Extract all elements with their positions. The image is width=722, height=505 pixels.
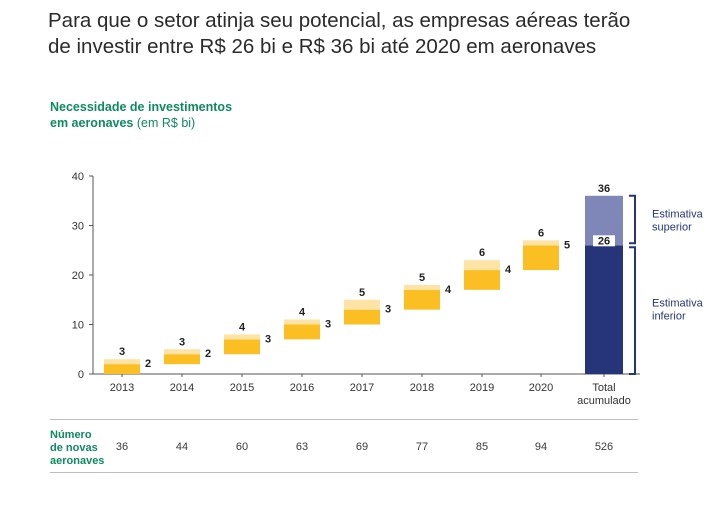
headline-line-2: de investir entre R$ 26 bi e R$ 36 bi at… bbox=[48, 35, 597, 58]
x-tick-label-2016: 2016 bbox=[290, 382, 314, 394]
x-tick-label-2020: 2020 bbox=[529, 382, 553, 394]
bar-lower-2020 bbox=[523, 245, 559, 271]
y-tick-label: 20 bbox=[72, 270, 84, 282]
bar-upper-2014 bbox=[164, 349, 200, 355]
bar-lower-2014 bbox=[164, 354, 200, 365]
label-lower-2020: 5 bbox=[564, 239, 570, 251]
total-inferior-label: 26 bbox=[598, 235, 610, 247]
annotation-superior-line-2: superior bbox=[652, 222, 692, 234]
chart-subtitle: Necessidade de investimentos em aeronave… bbox=[50, 99, 310, 131]
label-upper-2015: 4 bbox=[239, 321, 246, 333]
bar-lower-2017 bbox=[344, 309, 380, 325]
bracket-inferior bbox=[629, 246, 636, 375]
total-bar-inferior bbox=[585, 245, 623, 374]
subtitle-line-1: Necessidade de investimentos bbox=[50, 100, 233, 114]
aircraft-count-value: 63 bbox=[295, 441, 309, 453]
label-upper-2020: 6 bbox=[538, 227, 544, 239]
bar-upper-2020 bbox=[523, 240, 559, 246]
label-lower-2019: 4 bbox=[505, 264, 512, 276]
headline-line-1: Para que o setor atinja seu potencial, a… bbox=[48, 9, 631, 32]
bar-upper-2019 bbox=[464, 260, 500, 271]
bracket-superior bbox=[629, 194, 636, 245]
label-upper-2017: 5 bbox=[359, 287, 365, 299]
aircraft-count-value: 77 bbox=[415, 441, 429, 453]
y-tick-label: 0 bbox=[78, 369, 84, 381]
label-upper-2013: 3 bbox=[119, 346, 125, 358]
total-label-line-2: acumulado bbox=[577, 395, 631, 407]
bar-lower-2013 bbox=[104, 364, 140, 374]
label-lower-2015: 3 bbox=[265, 333, 271, 345]
label-lower-2017: 3 bbox=[385, 304, 391, 316]
label-lower-2013: 2 bbox=[145, 358, 151, 370]
aircraft-count-value: 69 bbox=[355, 441, 369, 453]
subtitle-line-2: em aeronaves bbox=[50, 116, 134, 130]
bar-lower-2019 bbox=[464, 270, 500, 290]
aircraft-row-label-line-2: de novas bbox=[50, 442, 98, 454]
investment-chart: 0 10 20 30 40 3 2 2013 3 2 2014 4 3 2015 4 3 2016 5 3 2017 5… bbox=[72, 171, 704, 407]
x-tick-label-2014: 2014 bbox=[170, 382, 194, 394]
total-superior-label: 36 bbox=[598, 183, 610, 195]
total-label-line-1: Total bbox=[592, 382, 615, 394]
bar-upper-2017 bbox=[344, 299, 380, 310]
x-tick-label-2013: 2013 bbox=[110, 382, 134, 394]
aircraft-count-value: 36 bbox=[115, 441, 129, 453]
x-tick-label-2017: 2017 bbox=[350, 382, 374, 394]
label-upper-2019: 6 bbox=[479, 247, 485, 259]
label-upper-2018: 5 bbox=[419, 272, 425, 284]
label-lower-2016: 3 bbox=[325, 319, 331, 331]
table-top-rule bbox=[50, 419, 638, 420]
bar-upper-2015 bbox=[224, 334, 260, 340]
bar-upper-2016 bbox=[284, 319, 320, 325]
label-upper-2016: 4 bbox=[299, 307, 306, 319]
annotation-inferior-line-1: Estimativa bbox=[652, 298, 704, 310]
bar-upper-2013 bbox=[104, 359, 140, 365]
bar-lower-2018 bbox=[404, 289, 440, 310]
bar-lower-2016 bbox=[284, 324, 320, 340]
y-tick-label: 30 bbox=[72, 221, 84, 233]
aircraft-count-value: 60 bbox=[235, 441, 249, 453]
bar-upper-2018 bbox=[404, 284, 440, 290]
x-tick-label-2015: 2015 bbox=[230, 382, 254, 394]
annotation-inferior-line-2: inferior bbox=[652, 311, 686, 323]
x-tick-label-2018: 2018 bbox=[410, 382, 434, 394]
aircraft-row-label: Número de novas aeronaves bbox=[50, 429, 120, 468]
label-upper-2014: 3 bbox=[179, 336, 185, 348]
annotation-superior-line-1: Estimativa bbox=[652, 209, 704, 221]
aircraft-row-label-line-1: Número bbox=[50, 429, 92, 441]
aircraft-row-label-line-3: aeronaves bbox=[50, 455, 105, 467]
total-inferior-label-bg bbox=[593, 235, 615, 247]
table-bottom-rule bbox=[50, 472, 638, 473]
aircraft-count-value: 85 bbox=[475, 441, 489, 453]
aircraft-count-value: 526 bbox=[594, 441, 614, 453]
y-tick-label: 40 bbox=[72, 171, 84, 183]
aircraft-count-value: 94 bbox=[534, 441, 548, 453]
label-lower-2018: 4 bbox=[445, 284, 452, 296]
page-headline: Para que o setor atinja seu potencial, a… bbox=[48, 8, 708, 60]
bar-lower-2015 bbox=[224, 339, 260, 355]
aircraft-count-value: 44 bbox=[175, 441, 189, 453]
label-lower-2014: 2 bbox=[205, 348, 211, 360]
x-tick-label-2019: 2019 bbox=[470, 382, 494, 394]
y-tick-label: 10 bbox=[72, 320, 84, 332]
subtitle-unit: (em R$ bi) bbox=[136, 116, 196, 130]
